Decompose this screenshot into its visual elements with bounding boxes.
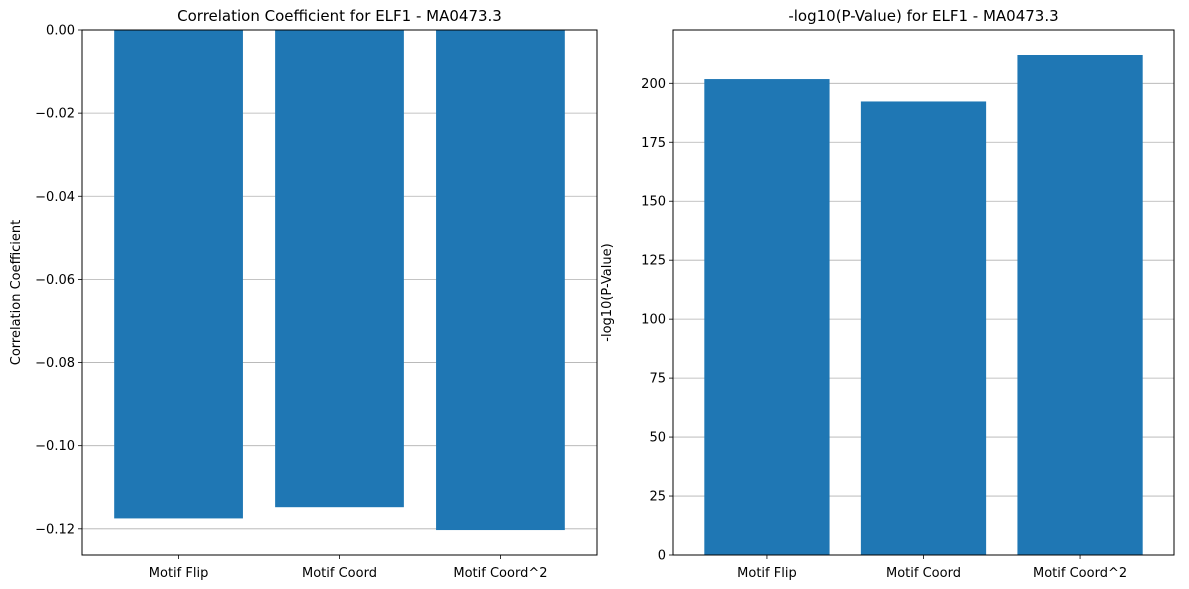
- y-tick-label: 175: [641, 136, 666, 151]
- y-tick-label: 200: [641, 77, 666, 92]
- x-tick-label: Motif Coord^2: [1033, 566, 1127, 581]
- bars: [114, 30, 565, 531]
- y-tick-label: 0: [658, 549, 666, 564]
- chart-title: Correlation Coefficient for ELF1 - MA047…: [177, 7, 502, 25]
- chart-title: -log10(P-Value) for ELF1 - MA0473.3: [788, 7, 1058, 25]
- y-axis-label: Correlation Coefficient: [9, 220, 24, 366]
- bar: [860, 101, 987, 555]
- x-tick-label: Motif Flip: [149, 566, 209, 581]
- correlation-chart: Correlation Coefficient for ELF1 - MA047…: [9, 7, 598, 581]
- bar: [114, 30, 243, 519]
- y-tick-label: −0.12: [35, 522, 75, 537]
- y-tick-label: 150: [641, 195, 666, 210]
- bar: [436, 30, 565, 531]
- y-tick-label: 25: [649, 490, 666, 505]
- x-tick-label: Motif Coord: [302, 566, 377, 581]
- bars: [704, 55, 1143, 555]
- bar: [275, 30, 404, 508]
- x-tick-label: Motif Coord^2: [453, 566, 547, 581]
- y-tick-label: −0.04: [35, 190, 75, 205]
- bar: [1017, 55, 1143, 555]
- y-tick-label: −0.06: [35, 273, 75, 288]
- y-tick-label: −0.02: [35, 107, 75, 122]
- bar: [704, 79, 830, 555]
- pvalue-chart: -log10(P-Value) for ELF1 - MA0473.3 -log…: [600, 7, 1175, 581]
- y-tick-label: −0.10: [35, 439, 75, 454]
- y-tick-label: 0.00: [46, 24, 75, 39]
- y-tick-label: 125: [641, 254, 666, 269]
- y-tick-label: 75: [649, 372, 666, 387]
- y-tick-label: −0.08: [35, 356, 75, 371]
- x-tick-label: Motif Coord: [886, 566, 961, 581]
- x-tick-label: Motif Flip: [737, 566, 797, 581]
- y-axis-label: -log10(P-Value): [600, 243, 615, 341]
- y-tick-label: 50: [649, 431, 666, 446]
- y-tick-label: 100: [641, 313, 666, 328]
